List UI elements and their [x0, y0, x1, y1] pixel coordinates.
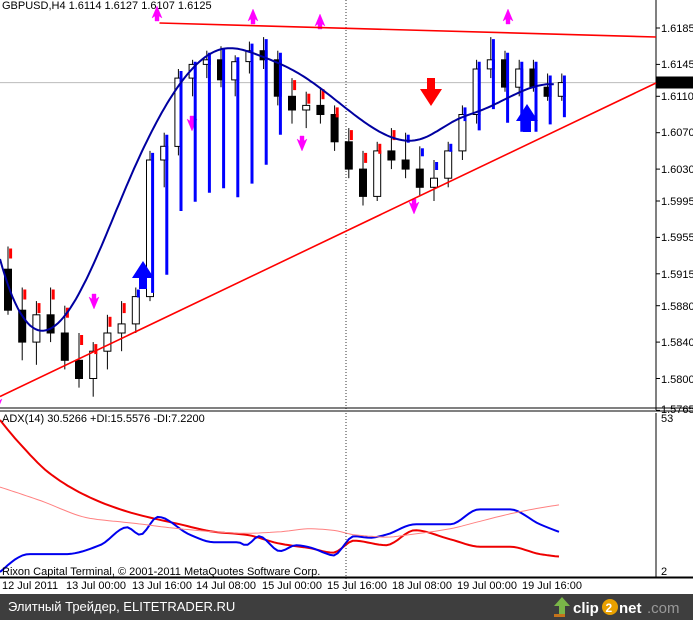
svg-text:13 Jul 16:00: 13 Jul 16:00: [132, 580, 192, 592]
svg-text:1.6110: 1.6110: [661, 91, 693, 103]
svg-text:GBPUSD,H4 1.6114 1.6127 1.610: GBPUSD,H4 1.6114 1.6127 1.6107 1.6125: [2, 0, 212, 12]
svg-text:19 Jul 00:00: 19 Jul 00:00: [457, 580, 517, 592]
svg-text:19 Jul 16:00: 19 Jul 16:00: [522, 580, 582, 592]
svg-text:1.6125: 1.6125: [661, 77, 693, 89]
svg-text:13 Jul 00:00: 13 Jul 00:00: [66, 580, 126, 592]
svg-text:1.5880: 1.5880: [661, 301, 693, 313]
svg-text:12 Jul 2011: 12 Jul 2011: [2, 580, 58, 592]
svg-text:net: net: [619, 600, 642, 617]
svg-text:1.5840: 1.5840: [661, 337, 693, 349]
svg-text:clip: clip: [573, 600, 599, 617]
svg-text:1.6070: 1.6070: [661, 127, 693, 139]
svg-text:1.5955: 1.5955: [661, 232, 693, 244]
svg-text:14 Jul 08:00: 14 Jul 08:00: [196, 580, 256, 592]
svg-text:2: 2: [606, 601, 613, 615]
svg-text:1.6185: 1.6185: [661, 23, 693, 35]
svg-text:ADX(14) 30.5266 +DI:15.5576 -: ADX(14) 30.5266 +DI:15.5576 -DI:7.2200: [2, 413, 205, 425]
svg-text:1.6145: 1.6145: [661, 59, 693, 71]
svg-text:1.5800: 1.5800: [661, 374, 693, 386]
svg-text:1.5915: 1.5915: [661, 269, 693, 281]
svg-text:53: 53: [661, 413, 673, 425]
svg-text:18 Jul 08:00: 18 Jul 08:00: [392, 580, 452, 592]
svg-text:2: 2: [661, 566, 667, 578]
svg-text:15 Jul 00:00: 15 Jul 00:00: [262, 580, 322, 592]
svg-text:Rixon Capital Terminal, © 2001: Rixon Capital Terminal, © 2001-2011 Meta…: [2, 566, 320, 578]
svg-text:1.6030: 1.6030: [661, 164, 693, 176]
svg-text:.com: .com: [647, 600, 680, 617]
svg-text:15 Jul 16:00: 15 Jul 16:00: [327, 580, 387, 592]
svg-text:1.5995: 1.5995: [661, 196, 693, 208]
